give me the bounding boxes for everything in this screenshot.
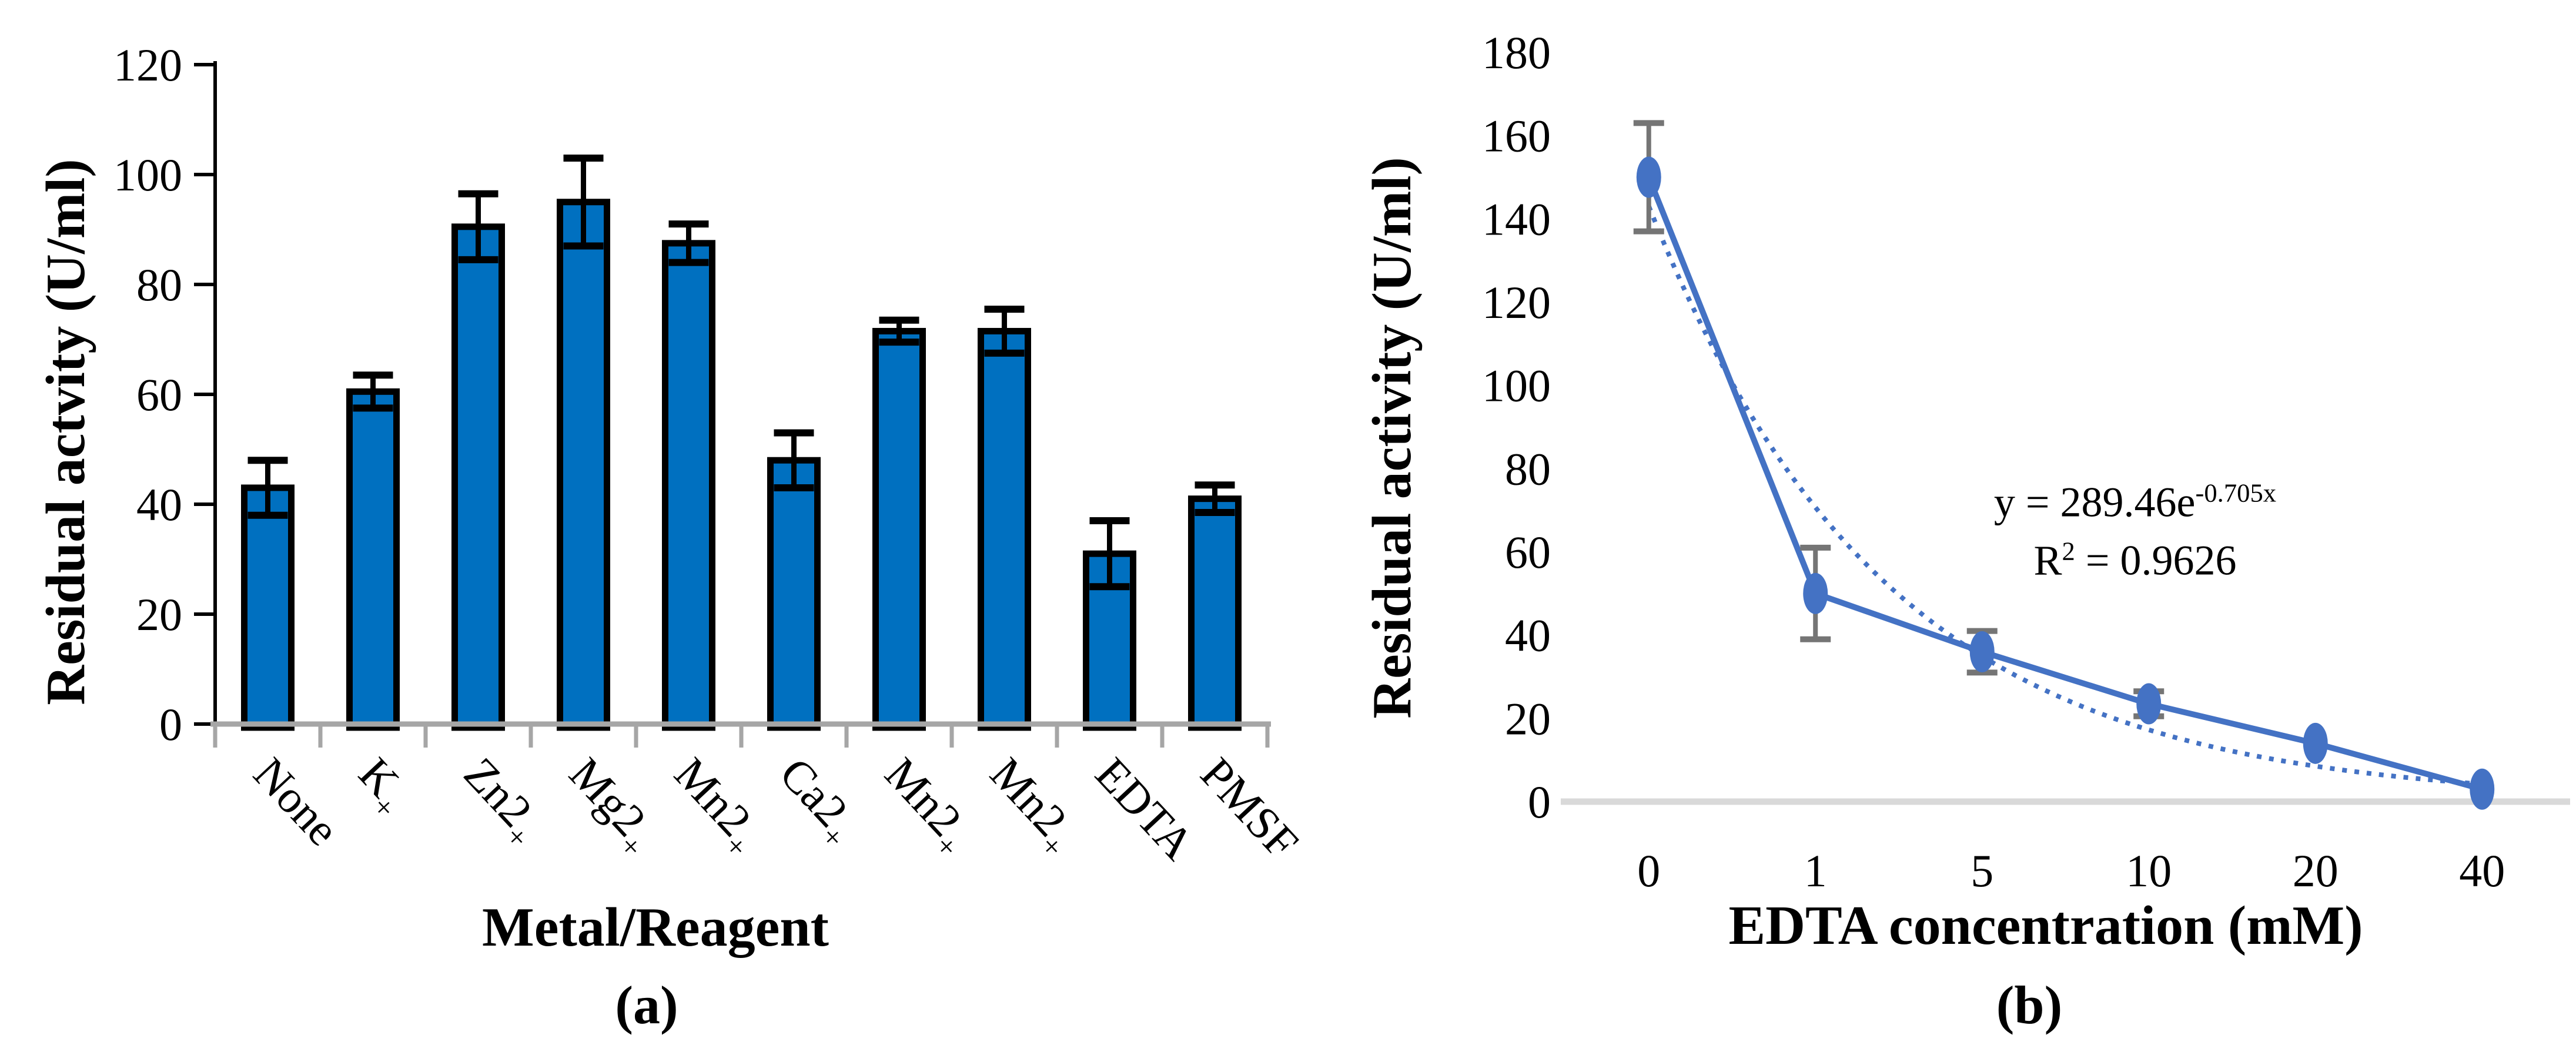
series-line [1646,176,2483,792]
y-tick-label: 120 [1482,277,1551,328]
y-tick-label: 160 [1482,110,1551,162]
x-tick-label: 0 [1637,845,1660,896]
left-x-axis-title: Metal/Reagent [482,897,829,958]
y-tick-label: 100 [113,149,182,200]
y-tick-label: 0 [1528,776,1551,827]
bar [451,223,505,731]
y-tick-label: 20 [136,589,182,640]
panel-a-label: (a) [615,975,678,1035]
y-tick-label: 40 [1505,610,1551,661]
y-tick-label: 180 [1482,27,1551,78]
y-tick-label: 40 [136,479,182,530]
trendline-equation-annotation: y = 289.46e-0.705x R2 = 0.9626 [1994,474,2276,591]
right-x-axis-title: EDTA concentration (mM) [1728,895,2363,956]
x-tick-label: 40 [2459,845,2505,896]
data-point-marker [1803,572,1828,614]
bar [662,240,715,731]
x-tick-label: 5 [1971,845,1993,896]
data-point-marker [2303,722,2328,764]
y-tick-label: 60 [1505,527,1551,578]
bar [241,484,295,731]
y-tick-label: 140 [1482,193,1551,244]
x-tick-label: 20 [2293,845,2339,896]
data-point-marker [2470,768,2495,810]
data-point-marker [1969,631,1995,672]
y-tick-label: 0 [159,699,182,750]
x-tick-label: 1 [1804,845,1827,896]
y-tick-label: 120 [113,39,182,91]
y-tick-label: 100 [1482,360,1551,411]
y-tick-label: 60 [136,369,182,420]
data-point-marker [1636,156,1661,198]
y-tick-label: 80 [136,259,182,310]
y-tick-label: 20 [1505,693,1551,744]
equation-line: y = 289.46e-0.705x [1993,478,2277,526]
trendline-dotted [1647,205,2483,787]
y-tick-label: 80 [1505,443,1551,494]
x-tick-label: 10 [2126,845,2172,896]
panel-b-label: (b) [1996,975,2063,1035]
data-point-marker [2136,683,2162,725]
bar [872,327,926,731]
left-y-axis-title: Residual actvity (U/ml) [35,159,96,705]
right-y-axis-title: Residual activity (U/ml) [1361,157,1423,719]
bar [1188,495,1242,731]
bar [767,457,821,731]
r-squared-line: R2 = 0.9626 [2033,537,2237,584]
